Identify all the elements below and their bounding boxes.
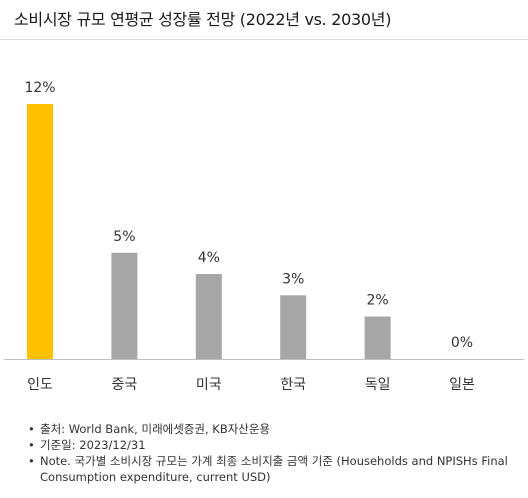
category-label-4: 한국: [280, 377, 306, 393]
value-label-6: 0%: [451, 335, 473, 351]
category-label-5: 독일: [365, 377, 391, 393]
bar-5: [364, 316, 391, 359]
footnotes: 출처: World Bank, 미래에셋증권, KB자산운용 기준일: 2023…: [28, 421, 520, 485]
value-label-3: 4%: [198, 250, 220, 266]
bar-2: [111, 252, 138, 360]
value-label-4: 3%: [282, 271, 304, 287]
footnote-source: 출처: World Bank, 미래에셋증권, KB자산운용: [28, 421, 520, 437]
category-label-3: 미국: [196, 377, 222, 393]
title-divider: [0, 39, 528, 40]
footnote-reference-date: 기준일: 2023/12/31: [28, 437, 520, 453]
value-label-1: 12%: [24, 80, 55, 96]
category-label-2: 중국: [112, 377, 138, 393]
value-label-5: 2%: [366, 293, 388, 309]
bar-3: [195, 274, 222, 359]
value-label-2: 5%: [113, 229, 135, 245]
category-label-6: 일본: [449, 377, 475, 393]
chart-title: 소비시장 규모 연평균 성장률 전망 (2022년 vs. 2030년): [14, 10, 392, 29]
category-label-1: 인도: [27, 377, 53, 393]
bar-chart: 12% 인도 5% 중국 4% 미국 3% 한국 2% 독일 0% 일본: [4, 80, 524, 393]
bar-1: [27, 104, 53, 359]
bar-4: [280, 295, 307, 360]
footnote-note: Note. 국가별 소비시장 규모는 가계 최종 소비지출 금액 기준 (Hou…: [28, 453, 520, 485]
